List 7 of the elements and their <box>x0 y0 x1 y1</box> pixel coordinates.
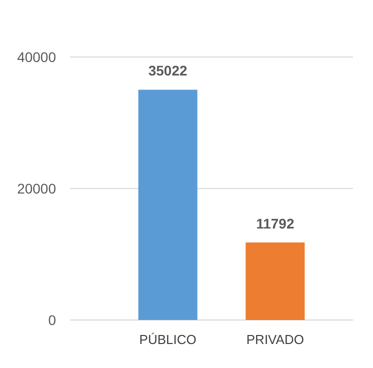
x-tick-label: PRIVADO <box>246 332 304 347</box>
y-tick-label: 20000 <box>17 180 56 196</box>
y-tick-label: 40000 <box>17 48 56 65</box>
x-tick-label: PÚBLICO <box>139 332 196 347</box>
data-label: 35022 <box>148 62 188 79</box>
data-label: 11792 <box>256 215 294 232</box>
y-tick-label: 0 <box>48 312 56 328</box>
